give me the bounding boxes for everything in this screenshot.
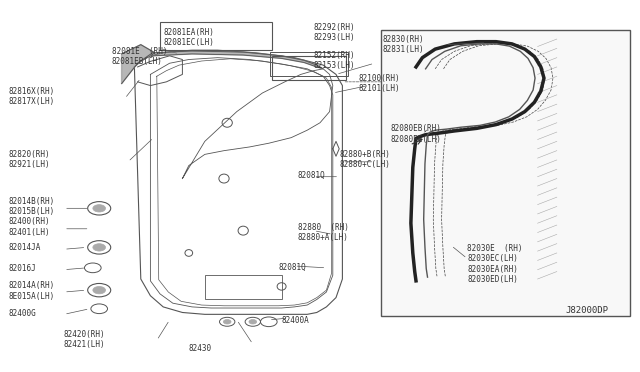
Text: 82081Q: 82081Q: [278, 263, 306, 272]
Polygon shape: [122, 45, 154, 84]
Bar: [381, 30, 630, 316]
Text: 82081E  (RH)
82081EB(LH): 82081E (RH) 82081EB(LH): [112, 47, 168, 66]
Text: J82000DP: J82000DP: [565, 306, 608, 315]
Text: 82880  (RH)
82880+A(LH): 82880 (RH) 82880+A(LH): [298, 223, 348, 242]
Text: 82014A(RH)
8E015A(LH): 82014A(RH) 8E015A(LH): [8, 281, 54, 301]
Text: 82014B(RH)
82015B(LH): 82014B(RH) 82015B(LH): [8, 197, 54, 216]
Text: 82430: 82430: [189, 344, 212, 353]
Circle shape: [223, 320, 231, 324]
Text: 82830(RH)
82831(LH): 82830(RH) 82831(LH): [383, 35, 424, 54]
Text: 82400A: 82400A: [282, 316, 309, 325]
Text: 82080EB(RH)
82080EE(LH): 82080EB(RH) 82080EE(LH): [390, 124, 441, 144]
Text: 82152(RH)
82153(LH): 82152(RH) 82153(LH): [314, 51, 355, 70]
Text: 82400G: 82400G: [8, 309, 36, 318]
Circle shape: [93, 286, 106, 294]
Text: 82100(RH)
82101(LH): 82100(RH) 82101(LH): [358, 74, 400, 93]
Text: 82820(RH)
82921(LH): 82820(RH) 82921(LH): [8, 150, 50, 169]
Bar: [205, 275, 282, 299]
Text: 82400(RH)
82401(LH): 82400(RH) 82401(LH): [8, 217, 50, 237]
Circle shape: [93, 205, 106, 212]
Text: 82292(RH)
82293(LH): 82292(RH) 82293(LH): [314, 23, 355, 42]
Text: 82081Q: 82081Q: [298, 171, 325, 180]
Circle shape: [249, 320, 257, 324]
Text: 82880+B(RH)
82880+C(LH): 82880+B(RH) 82880+C(LH): [339, 150, 390, 169]
Text: 82081EA(RH)
82081EC(LH): 82081EA(RH) 82081EC(LH): [163, 28, 214, 47]
Text: 82816X(RH)
82817X(LH): 82816X(RH) 82817X(LH): [8, 87, 54, 106]
Circle shape: [93, 244, 106, 251]
Text: 82016J: 82016J: [8, 264, 36, 273]
Text: 82420(RH)
82421(LH): 82420(RH) 82421(LH): [64, 330, 106, 349]
Polygon shape: [150, 51, 323, 69]
Text: 82030E  (RH)
82030EC(LH)
82030EA(RH)
82030ED(LH): 82030E (RH) 82030EC(LH) 82030EA(RH) 8203…: [467, 244, 523, 284]
Text: 82014JA: 82014JA: [8, 243, 41, 252]
